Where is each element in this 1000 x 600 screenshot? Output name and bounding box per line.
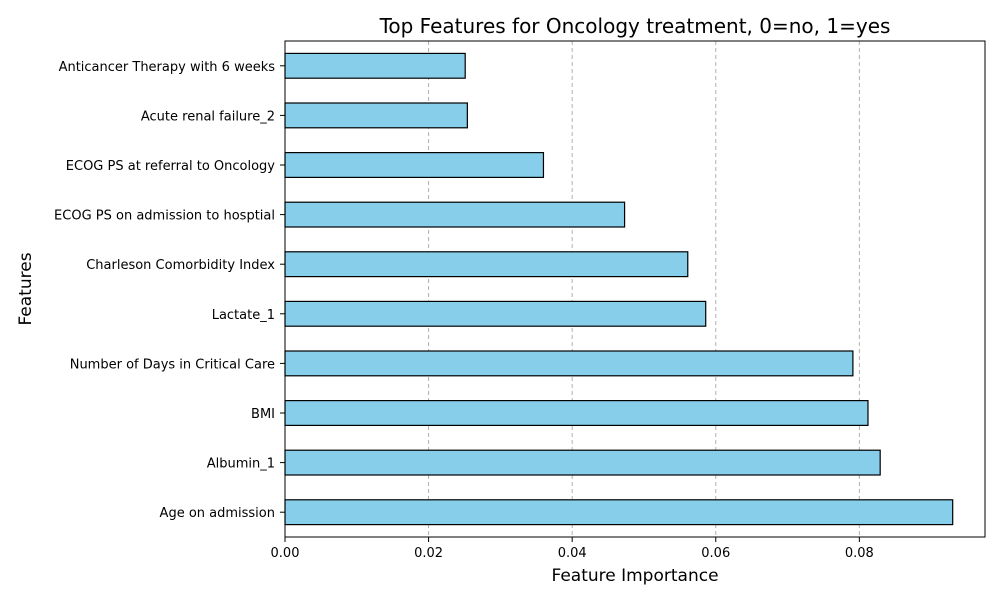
x-tick-label: 0.02 <box>414 546 443 561</box>
y-tick-label: Anticancer Therapy with 6 weeks <box>59 60 276 75</box>
bar <box>284 152 545 179</box>
y-tick-label: ECOG PS on admission to hosptial <box>54 209 275 224</box>
y-tick-label: Albumin_1 <box>207 457 275 472</box>
y-tick-label: Acute renal failure_2 <box>141 109 275 124</box>
bar <box>284 102 468 129</box>
chart-title: Top Features for Oncology treatment, 0=n… <box>379 14 891 38</box>
bar <box>284 449 881 476</box>
x-axis-label: Feature Importance <box>551 566 718 586</box>
bar <box>284 300 707 327</box>
x-tick-label: 0.00 <box>271 546 300 561</box>
x-tick-label: 0.04 <box>558 546 587 561</box>
y-axis-ticks: Age on admission Albumin_1 BMI Number of Da… <box>54 60 285 521</box>
x-tick-label: 0.08 <box>845 546 874 561</box>
y-tick-label: Lactate_1 <box>212 308 275 323</box>
y-tick-label: BMI <box>251 407 275 422</box>
bar <box>284 400 869 427</box>
bars <box>284 52 954 526</box>
bar <box>284 499 954 526</box>
y-tick-label: ECOG PS at referral to Oncology <box>66 159 276 174</box>
plot-frame <box>284 40 986 538</box>
bar <box>284 201 626 228</box>
y-axis-label: Features <box>16 252 36 325</box>
bar <box>284 52 466 79</box>
x-axis-ticks: 0.00 0.02 0.04 0.06 0.08 <box>271 537 874 561</box>
y-tick-label: Charleson Comorbidity Index <box>86 258 275 273</box>
bar <box>284 350 854 377</box>
y-tick-label: Number of Days in Critical Care <box>70 357 275 372</box>
x-tick-label: 0.06 <box>701 546 730 561</box>
y-tick-label: Age on admission <box>160 506 275 521</box>
bar <box>284 251 689 278</box>
